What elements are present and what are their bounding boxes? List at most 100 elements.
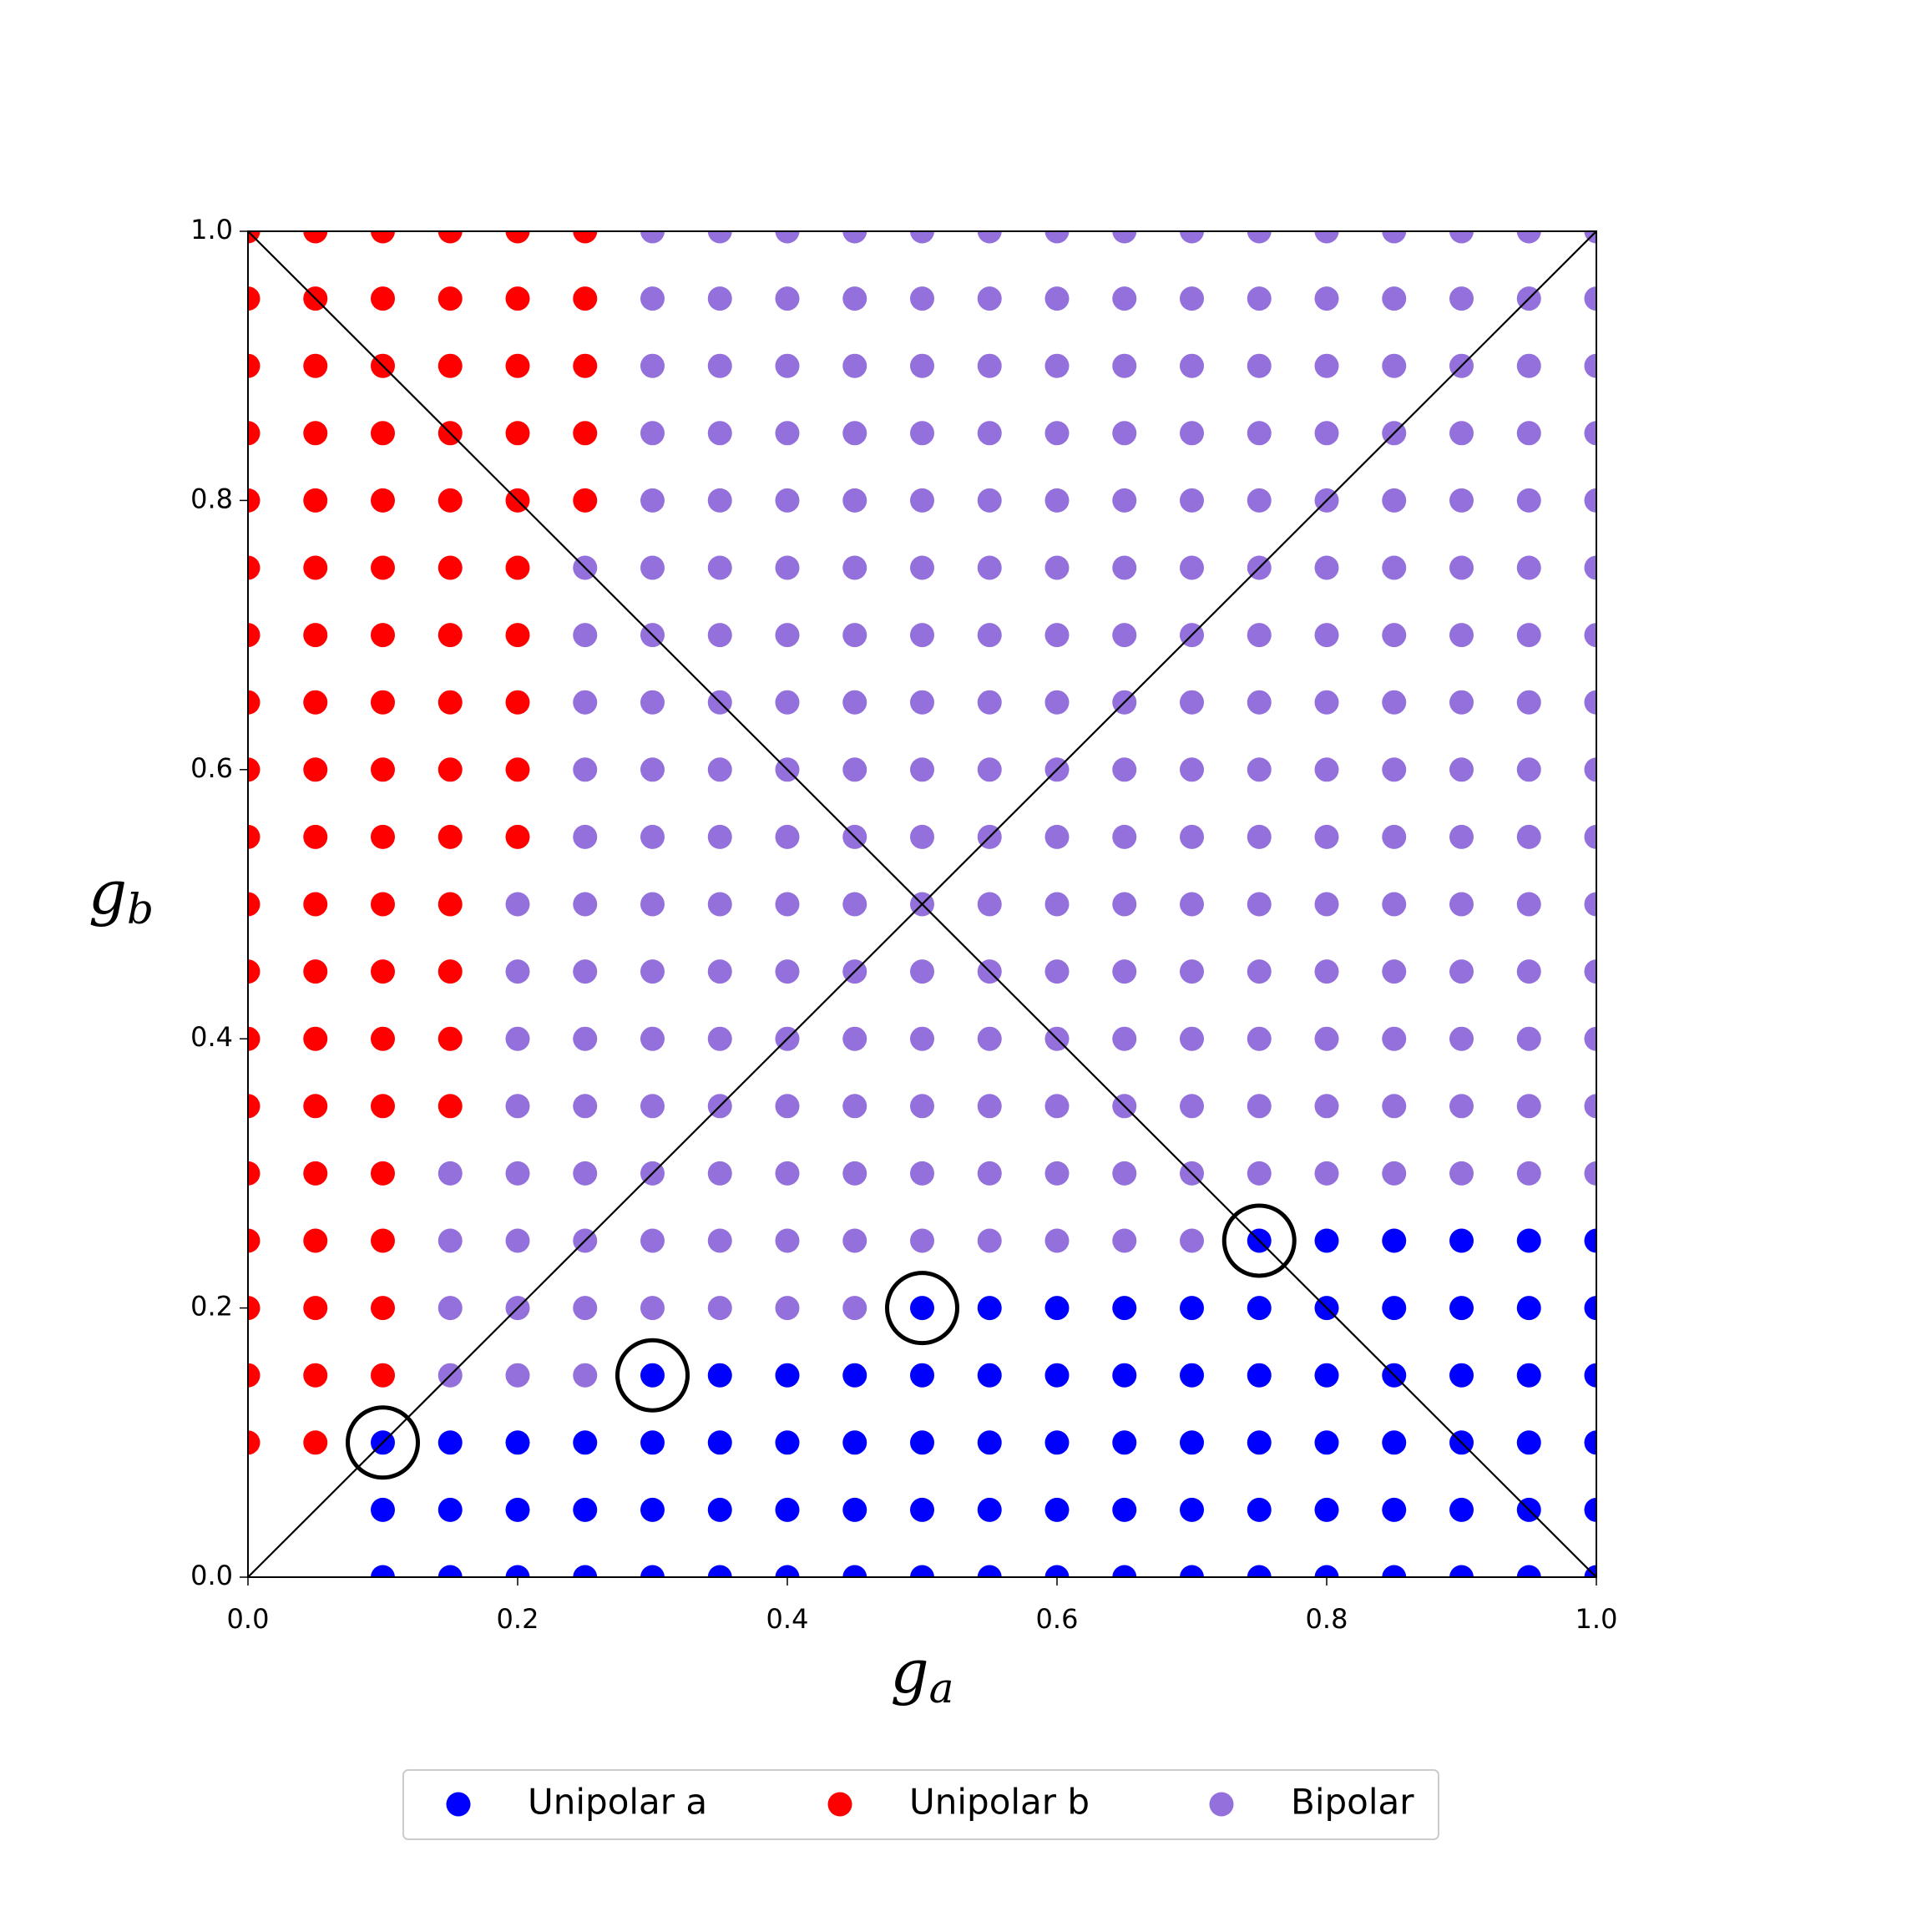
x-tick-label: 0.2 bbox=[497, 1603, 539, 1635]
point bbox=[573, 1430, 598, 1455]
point bbox=[303, 1430, 328, 1455]
point bbox=[1584, 286, 1596, 311]
point bbox=[707, 286, 732, 311]
legend-box bbox=[402, 1769, 1439, 1840]
point bbox=[910, 421, 934, 446]
point bbox=[1112, 1026, 1137, 1051]
point bbox=[1112, 555, 1137, 580]
point bbox=[1112, 353, 1137, 378]
point bbox=[842, 421, 867, 446]
point bbox=[775, 1430, 800, 1455]
point bbox=[1584, 690, 1596, 715]
point bbox=[1584, 892, 1596, 917]
point bbox=[1382, 690, 1407, 715]
legend-text: Unipolar a bbox=[528, 1782, 707, 1823]
point bbox=[1449, 757, 1474, 782]
point bbox=[303, 488, 328, 513]
point bbox=[1247, 1094, 1272, 1119]
point bbox=[977, 1228, 1002, 1253]
point bbox=[1247, 959, 1272, 984]
point bbox=[977, 1296, 1002, 1321]
point bbox=[1382, 1094, 1407, 1119]
point bbox=[910, 231, 934, 244]
point bbox=[910, 555, 934, 580]
point bbox=[371, 1228, 395, 1253]
point bbox=[1314, 1228, 1339, 1253]
point bbox=[640, 1430, 665, 1455]
reference-line bbox=[247, 230, 1597, 1578]
point bbox=[1449, 286, 1474, 311]
point bbox=[248, 1094, 260, 1119]
point bbox=[573, 690, 598, 715]
point bbox=[1314, 421, 1339, 446]
point bbox=[1382, 353, 1407, 378]
x-tick-label: 0.0 bbox=[227, 1603, 270, 1635]
point bbox=[1247, 690, 1272, 715]
point bbox=[1314, 959, 1339, 984]
point bbox=[1180, 488, 1204, 513]
point bbox=[371, 623, 395, 648]
point bbox=[1314, 892, 1339, 917]
point bbox=[775, 488, 800, 513]
point bbox=[303, 757, 328, 782]
point bbox=[842, 286, 867, 311]
point bbox=[1516, 1363, 1541, 1388]
point bbox=[640, 1094, 665, 1119]
point bbox=[1449, 1094, 1474, 1119]
x-tick-label: 1.0 bbox=[1575, 1603, 1618, 1635]
point bbox=[248, 286, 260, 311]
point bbox=[842, 1026, 867, 1051]
point bbox=[1044, 231, 1070, 244]
point bbox=[1516, 690, 1541, 715]
point bbox=[977, 623, 1002, 648]
point bbox=[977, 555, 1002, 580]
point bbox=[248, 892, 260, 917]
point bbox=[573, 1363, 598, 1388]
point bbox=[842, 1161, 867, 1186]
legend-text: Bipolar bbox=[1291, 1782, 1414, 1823]
y-tick-label: 0.8 bbox=[190, 483, 233, 514]
point bbox=[573, 959, 598, 984]
point bbox=[248, 555, 260, 580]
point bbox=[775, 623, 800, 648]
point bbox=[303, 421, 328, 446]
point bbox=[707, 1296, 732, 1321]
point bbox=[640, 353, 665, 378]
point bbox=[910, 959, 934, 984]
point bbox=[775, 1228, 800, 1253]
point bbox=[1247, 1497, 1272, 1522]
point bbox=[1247, 231, 1272, 244]
point bbox=[1314, 353, 1339, 378]
point bbox=[1584, 1228, 1596, 1253]
point bbox=[775, 892, 800, 917]
point bbox=[573, 353, 598, 378]
y-tick-label: 0.2 bbox=[190, 1291, 233, 1323]
point bbox=[248, 1296, 260, 1321]
point bbox=[1382, 824, 1407, 849]
point bbox=[775, 1363, 800, 1388]
point bbox=[505, 1094, 530, 1119]
point bbox=[640, 690, 665, 715]
point bbox=[1584, 1026, 1596, 1051]
point bbox=[1516, 1094, 1541, 1119]
point bbox=[1044, 892, 1070, 917]
point bbox=[1516, 623, 1541, 648]
point bbox=[1180, 555, 1204, 580]
x-axis-label-base: g bbox=[891, 1636, 929, 1707]
legend: Unipolar a Unipolar b Bipolar bbox=[402, 1769, 1439, 1840]
point bbox=[1382, 1228, 1407, 1253]
point bbox=[910, 824, 934, 849]
point bbox=[1112, 1228, 1137, 1253]
point bbox=[1449, 690, 1474, 715]
point bbox=[977, 690, 1002, 715]
y-tick-label: 0.6 bbox=[190, 752, 233, 784]
point bbox=[1112, 892, 1137, 917]
point bbox=[1516, 1565, 1541, 1577]
point bbox=[303, 623, 328, 648]
point bbox=[1112, 623, 1137, 648]
point bbox=[640, 892, 665, 917]
point bbox=[1584, 353, 1596, 378]
point bbox=[1112, 1296, 1137, 1321]
